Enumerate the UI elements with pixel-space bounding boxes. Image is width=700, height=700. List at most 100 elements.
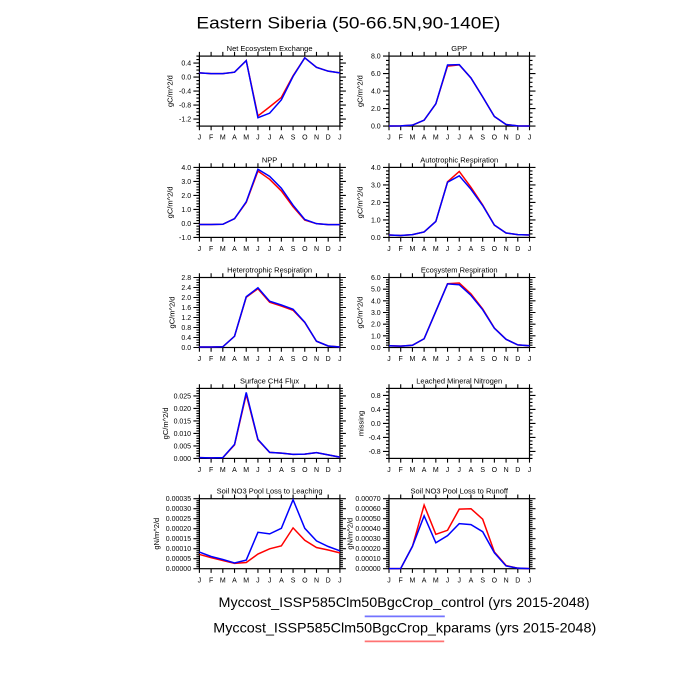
svg-text:J: J [338,356,342,363]
svg-text:-1.0: -1.0 [179,235,191,242]
svg-text:-0.8: -0.8 [179,103,191,110]
svg-text:J: J [528,577,532,584]
svg-text:gC/m^2/d: gC/m^2/d [356,75,365,107]
svg-text:D: D [515,467,520,474]
svg-text:F: F [209,246,213,253]
svg-text:J: J [338,135,342,142]
svg-text:N: N [504,577,509,584]
svg-text:J: J [256,135,260,142]
svg-text:F: F [209,577,213,584]
svg-text:-0.4: -0.4 [369,435,381,442]
svg-text:M: M [220,246,226,253]
svg-text:3.0: 3.0 [371,310,381,317]
svg-text:4.0: 4.0 [371,165,381,172]
svg-text:J: J [528,135,532,142]
svg-text:0.00050: 0.00050 [355,516,380,523]
svg-text:O: O [492,246,498,253]
svg-text:gN/m^2/d: gN/m^2/d [152,518,161,550]
svg-text:F: F [399,577,403,584]
svg-text:A: A [469,467,474,474]
svg-text:J: J [387,356,391,363]
svg-text:0.00020: 0.00020 [166,526,191,533]
svg-text:D: D [515,246,520,253]
svg-text:D: D [326,467,331,474]
svg-text:gC/m^2/d: gC/m^2/d [161,407,170,439]
svg-text:M: M [409,577,415,584]
svg-text:S: S [291,135,296,142]
svg-text:F: F [399,246,403,253]
svg-text:gC/m^2/d: gC/m^2/d [356,186,365,218]
svg-text:0.0: 0.0 [181,345,191,352]
svg-text:A: A [422,467,427,474]
svg-text:0.00000: 0.00000 [355,566,380,573]
svg-text:0.4: 0.4 [371,407,381,414]
svg-text:Heterotrophic Respiration: Heterotrophic Respiration [227,266,312,275]
svg-text:A: A [279,467,284,474]
svg-text:O: O [302,356,308,363]
svg-text:J: J [256,246,260,253]
svg-text:0.8: 0.8 [371,393,381,400]
svg-text:A: A [279,356,284,363]
svg-text:J: J [256,356,260,363]
svg-text:M: M [409,467,415,474]
svg-text:S: S [291,246,296,253]
svg-text:O: O [302,577,308,584]
svg-text:J: J [457,356,461,363]
svg-text:A: A [469,356,474,363]
svg-text:0.0: 0.0 [181,221,191,228]
svg-text:A: A [422,135,427,142]
svg-text:N: N [314,356,319,363]
svg-text:0.00030: 0.00030 [355,536,380,543]
svg-text:Autotrophic Respiration: Autotrophic Respiration [420,155,498,164]
svg-text:J: J [446,356,450,363]
svg-text:Soil NO3 Pool Loss to Runoff: Soil NO3 Pool Loss to Runoff [410,487,508,496]
svg-text:J: J [457,135,461,142]
svg-text:N: N [314,135,319,142]
svg-text:J: J [446,467,450,474]
svg-text:0.00010: 0.00010 [355,556,380,563]
svg-text:J: J [387,135,391,142]
svg-text:GPP: GPP [451,44,467,53]
svg-text:J: J [387,577,391,584]
svg-text:1.0: 1.0 [181,207,191,214]
svg-text:J: J [268,246,272,253]
svg-text:A: A [422,356,427,363]
svg-text:Leached Mineral Nitrogen: Leached Mineral Nitrogen [416,376,502,385]
svg-text:M: M [220,577,226,584]
svg-text:J: J [446,577,450,584]
svg-text:O: O [302,467,308,474]
svg-text:2.0: 2.0 [371,200,381,207]
svg-text:A: A [422,577,427,584]
svg-text:J: J [198,246,202,253]
svg-text:F: F [209,135,213,142]
svg-text:2.0: 2.0 [181,193,191,200]
svg-text:2.0: 2.0 [371,322,381,329]
svg-text:J: J [446,135,450,142]
svg-text:J: J [457,467,461,474]
svg-text:F: F [209,356,213,363]
svg-text:M: M [220,467,226,474]
svg-text:D: D [326,356,331,363]
svg-text:0.0: 0.0 [181,75,191,82]
svg-text:5.0: 5.0 [371,287,381,294]
svg-text:0.00015: 0.00015 [166,536,191,543]
svg-text:2.4: 2.4 [181,285,191,292]
svg-text:N: N [314,467,319,474]
svg-text:O: O [492,467,498,474]
svg-text:Soil NO3 Pool Loss to Leaching: Soil NO3 Pool Loss to Leaching [217,487,323,496]
svg-text:A: A [232,467,237,474]
svg-text:N: N [504,246,509,253]
svg-text:J: J [268,467,272,474]
svg-text:Myccost_ISSP585Clm50BgcCrop_co: Myccost_ISSP585Clm50BgcCrop_control (yrs… [219,595,590,610]
svg-text:gC/m^2/d: gC/m^2/d [356,297,365,329]
svg-text:0.00030: 0.00030 [166,506,191,513]
svg-text:J: J [528,356,532,363]
svg-text:1.2: 1.2 [181,315,191,322]
svg-text:-1.2: -1.2 [179,117,191,124]
svg-text:0.0: 0.0 [371,124,381,131]
svg-text:J: J [528,246,532,253]
svg-text:N: N [504,356,509,363]
svg-text:J: J [446,246,450,253]
svg-text:J: J [457,577,461,584]
svg-text:0.0: 0.0 [371,235,381,242]
